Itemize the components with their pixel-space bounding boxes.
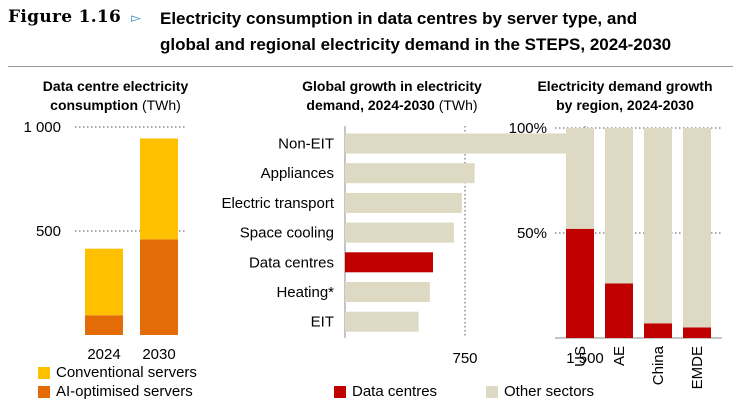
panel2-x-tick-label: 750 (452, 350, 477, 367)
figure-title: Electricity consumption in data centres … (160, 6, 730, 58)
panel2-category-label: Heating* (276, 284, 334, 301)
panel2-title: Global growth in electricity demand, 202… (262, 77, 522, 115)
panel2-title-unit: (TWh) (438, 97, 478, 113)
title-divider (8, 66, 733, 67)
figure-label: Figure 1.16 (8, 7, 122, 27)
legend-label-ai-optimised: AI-optimised servers (56, 383, 193, 400)
panel1-bar-ai-optimised-2024 (85, 315, 123, 335)
legend-swatch-conventional (38, 366, 50, 379)
panel3-bar-data-centres-AE (605, 283, 633, 338)
panel3-bar-other-sectors-US (566, 128, 594, 229)
panel3-x-tick-label: EMDE (689, 346, 706, 389)
figure-title-line-1: Electricity consumption in data centres … (160, 9, 638, 28)
panel2-bar-heating (345, 282, 430, 302)
panel3-x-tick-label: AE (611, 346, 628, 366)
panel3-bar-other-sectors-China (644, 128, 672, 324)
panel2-x-tick-label: 1 500 (566, 350, 604, 367)
panel2-title-line-1: Global growth in electricity (302, 78, 482, 94)
legend-label-other-sectors: Other sectors (504, 383, 595, 400)
panel1-y-tick-label: 1 000 (23, 119, 61, 136)
legend-swatch-other-sectors (486, 385, 498, 398)
panel2-category-label: EIT (311, 314, 334, 331)
panel1-title-unit: (TWh) (141, 97, 181, 113)
panel2-bar-space-cooling (345, 222, 454, 243)
panel3-y-tick-label: 50% (517, 225, 547, 242)
panel3-bar-data-centres-US (566, 228, 594, 338)
panel3-title-line-1: Electricity demand growth (537, 78, 713, 94)
panel2-category-label: Non-EIT (278, 136, 334, 153)
panel1-y-tick-label: 500 (36, 223, 61, 240)
legend-label-data-centres: Data centres (352, 383, 438, 400)
panel1-bar-conventional-2030 (140, 138, 178, 240)
legend-label-conventional: Conventional servers (56, 364, 197, 381)
panel2-bar-appliances (345, 163, 475, 184)
legend-conventional: Conventional servers (38, 364, 197, 381)
panel2-category-label: Data centres (249, 254, 334, 271)
panel2-bar-non-eit (345, 133, 582, 154)
panel2-bar-data-centres (345, 252, 433, 273)
panel3-title: Electricity demand growth by region, 202… (520, 77, 730, 115)
panel3-bar-data-centres-China (644, 323, 672, 338)
panel1-bar-ai-optimised-2030 (140, 239, 178, 335)
play-arrow-icon: ▻ (131, 10, 141, 25)
legend-data-centres: Data centres (334, 383, 437, 400)
panel2-bar-eit (345, 311, 419, 332)
panel1-title: Data centre electricity consumption (TWh… (18, 77, 213, 115)
panel3-bar-other-sectors-AE (605, 128, 633, 284)
panel1-x-tick-label: 2024 (87, 346, 120, 363)
figure-title-line-2: global and regional electricity demand i… (160, 35, 672, 54)
panel1-x-tick-label: 2030 (142, 346, 175, 363)
panel2-category-label: Space cooling (240, 225, 334, 242)
panel3-x-tick-label: China (650, 345, 667, 385)
legend-other-sectors: Other sectors (486, 383, 594, 400)
panel3-bar-data-centres-EMDE (683, 327, 711, 338)
panel1-bar-conventional-2024 (85, 248, 123, 316)
legend-swatch-data-centres (334, 385, 346, 398)
panel3-x-tick-label: US (572, 346, 589, 367)
panel3-title-line-2: by region, 2024-2030 (556, 97, 694, 113)
panel3-bar-other-sectors-EMDE (683, 128, 711, 328)
panel2-title-line-2: demand, 2024-2030 (306, 97, 435, 113)
panel2-category-label: Electric transport (221, 195, 334, 212)
panel3-y-tick-label: 100% (509, 120, 547, 137)
panel1-title-bold: Data centre electricity consumption (42, 78, 189, 113)
legend-ai-optimised: AI-optimised servers (38, 383, 193, 400)
panel2-bar-electric-transport (345, 192, 462, 213)
panel2-category-label: Appliances (261, 165, 334, 182)
legend-swatch-ai-optimised (38, 385, 50, 398)
